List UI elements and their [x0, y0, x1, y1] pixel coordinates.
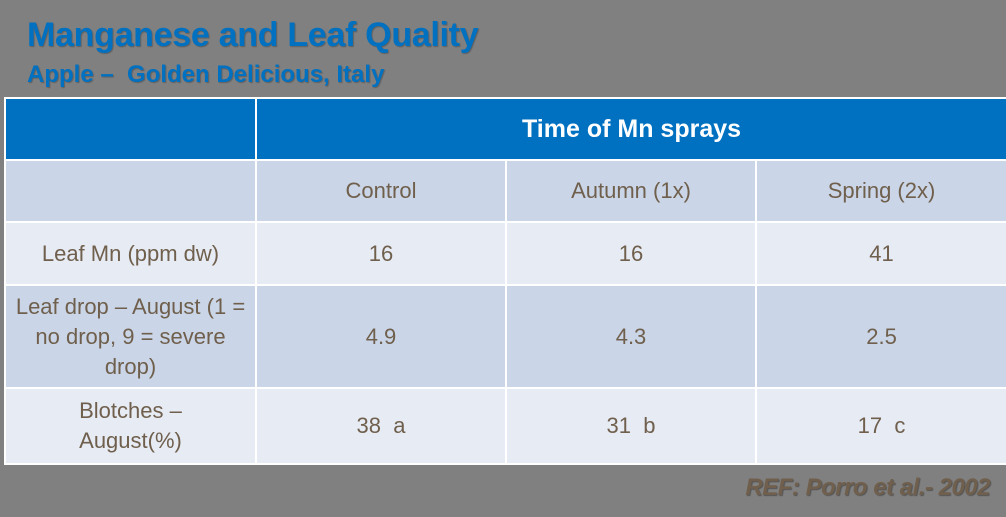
slide-title: Manganese and Leaf Quality	[27, 16, 479, 54]
table-row: Leaf drop – August (1 = no drop, 9 = sev…	[4, 284, 1006, 389]
column-header-control: Control	[255, 159, 507, 223]
cell-value: 31 b	[505, 387, 757, 465]
cell-value: 38 a	[255, 387, 507, 465]
group-header: Time of Mn sprays	[254, 97, 1006, 161]
cell-value: 4.9	[255, 284, 507, 389]
column-header-row: Control Autumn (1x) Spring (2x)	[4, 159, 1006, 223]
slide-subtitle: Apple – Golden Delicious, Italy	[27, 61, 385, 88]
cell-value: 41	[754, 221, 1006, 286]
row-label-blotches: Blotches – August(%)	[4, 387, 257, 465]
table-row: Blotches – August(%) 38 a 31 b 17 c	[4, 387, 1006, 465]
row-label-leaf-mn: Leaf Mn (ppm dw)	[4, 221, 257, 286]
results-table: Time of Mn sprays Control Autumn (1x) Sp…	[4, 97, 1006, 465]
column-header-empty	[4, 159, 257, 223]
table-row: Leaf Mn (ppm dw) 16 16 41	[4, 221, 1006, 286]
cell-value: 16	[505, 221, 757, 286]
cell-value: 17 c	[754, 387, 1006, 465]
header-empty-cell	[4, 97, 257, 161]
cell-value: 4.3	[505, 284, 757, 389]
row-label-leaf-drop: Leaf drop – August (1 = no drop, 9 = sev…	[4, 284, 257, 389]
table-header-row: Time of Mn sprays	[4, 97, 1006, 161]
column-header-spring: Spring (2x)	[754, 159, 1006, 223]
column-header-autumn: Autumn (1x)	[505, 159, 757, 223]
cell-value: 2.5	[754, 284, 1006, 389]
cell-value: 16	[255, 221, 507, 286]
reference-citation: REF: Porro et al.- 2002	[745, 474, 990, 501]
